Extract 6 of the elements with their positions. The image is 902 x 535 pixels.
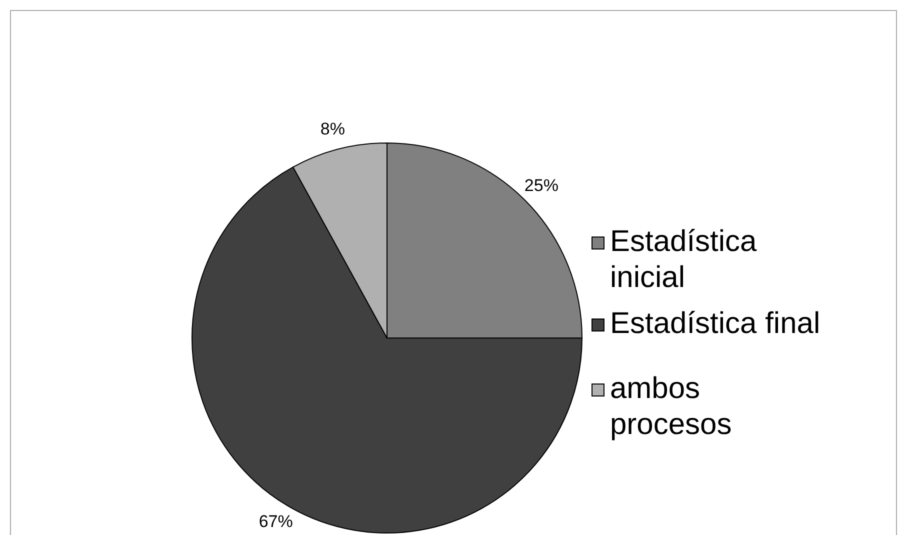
data-label: 67%	[258, 512, 293, 532]
data-label: 8%	[320, 120, 345, 139]
legend-label: Estadística inicial	[610, 224, 758, 294]
data-label: 25%	[524, 176, 558, 195]
legend-label: ambos procesos	[610, 372, 732, 441]
legend-label: Estadística final	[610, 306, 820, 340]
